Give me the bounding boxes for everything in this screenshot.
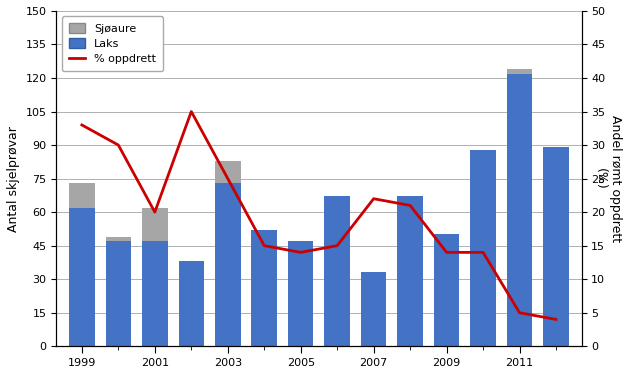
Bar bbox=[543, 147, 569, 346]
Bar bbox=[507, 74, 532, 346]
Bar bbox=[142, 208, 167, 241]
Legend: Sjøaure, Laks, % oppdrett: Sjøaure, Laks, % oppdrett bbox=[62, 16, 163, 71]
Bar bbox=[398, 196, 423, 346]
Bar bbox=[507, 69, 532, 74]
Bar bbox=[434, 234, 459, 346]
Bar bbox=[252, 230, 277, 346]
Bar bbox=[69, 183, 94, 208]
Bar bbox=[325, 196, 350, 346]
Bar bbox=[106, 237, 131, 241]
Y-axis label: Antal skjelprøvar: Antal skjelprøvar bbox=[7, 126, 20, 231]
Bar bbox=[288, 241, 313, 346]
Y-axis label: Andel rømt oppdrett
(%): Andel rømt oppdrett (%) bbox=[594, 115, 622, 242]
Bar bbox=[215, 161, 240, 183]
Bar bbox=[215, 183, 240, 346]
Bar bbox=[470, 150, 496, 346]
Bar bbox=[179, 261, 204, 346]
Bar bbox=[106, 241, 131, 346]
Bar bbox=[142, 241, 167, 346]
Bar bbox=[69, 208, 94, 346]
Bar bbox=[361, 273, 386, 346]
